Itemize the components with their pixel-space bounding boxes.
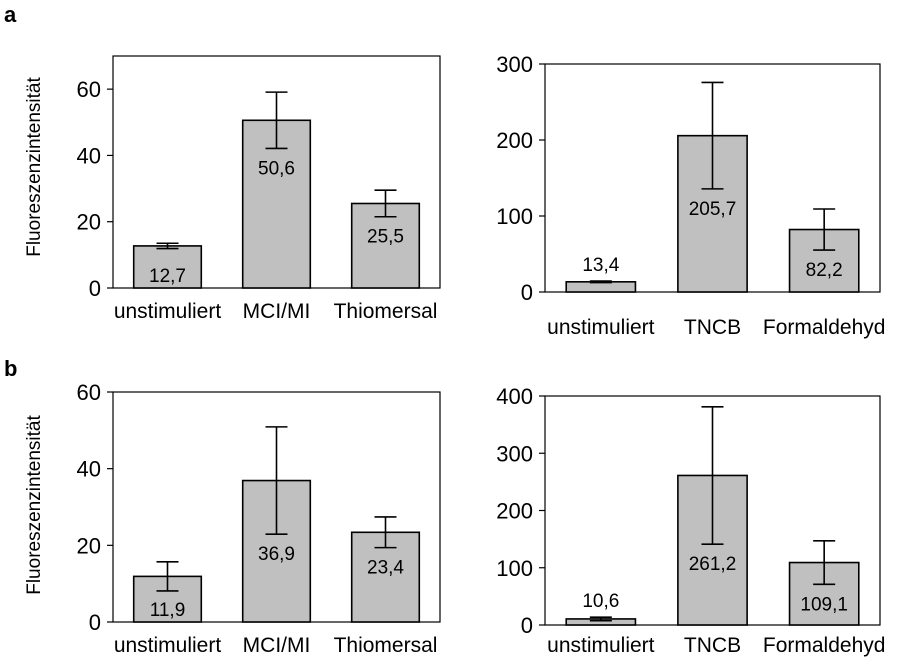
panel-letter-a: a xyxy=(4,2,17,27)
category-label: MCI/MI xyxy=(243,634,311,657)
error-bar xyxy=(701,81,724,190)
error-bar xyxy=(265,91,288,150)
y-tick-label: 300 xyxy=(496,441,533,466)
data-label: 36,9 xyxy=(258,544,295,565)
category-label: unstimuliert xyxy=(114,634,222,657)
y-axis-label-b: Fluoreszenzintensität xyxy=(24,415,45,595)
chart-b-right: 0 100 200 300 400 10,6 unstimuliert 261,2 TNCB 10… xyxy=(496,384,885,657)
data-label: 10,6 xyxy=(582,591,619,612)
data-label: 109,1 xyxy=(800,594,848,615)
y-tick-label: 100 xyxy=(496,204,533,229)
error-bar xyxy=(265,426,288,536)
category-label: unstimuliert xyxy=(547,634,655,657)
category-label: MCI/MI xyxy=(243,300,311,323)
category-label: Formaldehyd xyxy=(763,634,886,657)
y-axis-label-a: Fluoreszenzintensität xyxy=(24,77,45,257)
category-label: unstimuliert xyxy=(547,316,655,339)
error-bar xyxy=(813,539,836,586)
charts-container: 0 20 40 60 12,7 unstimuliert 50,6 MCI/MI 25,5 Thi… xyxy=(77,52,886,657)
error-bar xyxy=(374,189,397,218)
y-tick-label: 20 xyxy=(77,210,101,235)
data-label: 82,2 xyxy=(806,260,843,281)
data-label: 261,2 xyxy=(689,554,737,575)
y-tick-label: 0 xyxy=(521,280,533,305)
y-tick-label: 100 xyxy=(496,556,533,581)
error-bar xyxy=(156,561,179,592)
category-label: Formaldehyd xyxy=(763,316,886,339)
data-label: 50,6 xyxy=(258,158,295,179)
data-label: 12,7 xyxy=(149,266,186,287)
error-bar xyxy=(374,516,397,549)
panel-letter-b: b xyxy=(4,356,17,381)
error-bar xyxy=(589,280,612,284)
y-tick-label: 300 xyxy=(496,52,533,77)
category-label: TNCB xyxy=(684,316,741,339)
chart-a-right: 0 100 200 300 13,4 unstimuliert 205,7 TNCB 82,2 F… xyxy=(496,52,885,339)
y-tick-label: 0 xyxy=(521,613,533,638)
y-tick-label: 40 xyxy=(77,457,101,482)
y-tick-label: 60 xyxy=(77,77,101,102)
bar-thiomersal xyxy=(350,202,421,289)
y-tick-label: 0 xyxy=(89,276,101,301)
chart-b-left: 0 20 40 60 11,9 unstimuliert 36,9 MCI/MI 23,4 Thi… xyxy=(77,380,441,657)
y-tick-label: 40 xyxy=(77,143,101,168)
y-tick-label: 60 xyxy=(77,380,101,405)
category-label: TNCB xyxy=(684,634,741,657)
y-tick-label: 400 xyxy=(496,384,533,409)
error-bar xyxy=(701,405,724,545)
error-bar xyxy=(589,616,612,622)
error-bar xyxy=(156,242,179,250)
bar-unstimuliert xyxy=(132,245,203,289)
data-label: 13,4 xyxy=(582,255,619,276)
y-tick-label: 200 xyxy=(496,128,533,153)
error-bar xyxy=(813,208,836,251)
data-label: 11,9 xyxy=(150,600,186,621)
category-label: unstimuliert xyxy=(114,300,222,323)
data-label: 23,4 xyxy=(367,558,404,579)
bar-tncb xyxy=(677,134,748,293)
y-tick-label: 20 xyxy=(77,533,101,558)
y-tick-label: 0 xyxy=(89,610,101,635)
data-label: 205,7 xyxy=(689,199,737,220)
y-tick-label: 200 xyxy=(496,499,533,524)
category-label: Thiomersal xyxy=(334,300,438,323)
category-label: Thiomersal xyxy=(334,634,438,657)
chart-a-left: 0 20 40 60 12,7 unstimuliert 50,6 MCI/MI 25,5 Thi… xyxy=(77,55,441,323)
data-label: 25,5 xyxy=(367,227,404,248)
